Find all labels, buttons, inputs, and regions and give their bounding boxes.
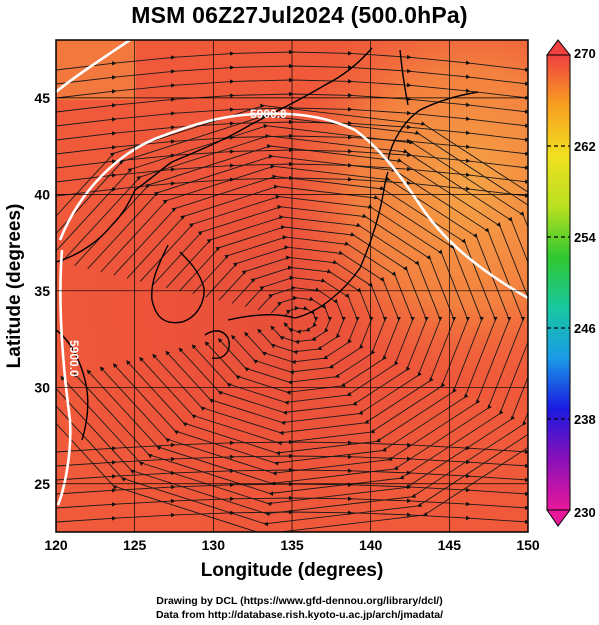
japan-hokkaido: [387, 91, 479, 161]
height-contours: [56, 40, 528, 506]
primorye-coast: [171, 47, 373, 163]
credits: Drawing by DCL (https://www.gfd-dennou.o…: [0, 594, 599, 622]
x-tick-label: 130: [202, 537, 226, 553]
x-tick-label: 140: [359, 537, 383, 553]
map-title: MSM 06Z27Jul2024 (500.0hPa): [131, 2, 468, 28]
colorbar-body: [546, 54, 571, 511]
coastlines: [56, 47, 479, 441]
china-coast: [56, 161, 173, 263]
x-tick-label: 125: [123, 537, 147, 553]
x-axis-ticks: 120 125 130 135 140 145 150: [44, 537, 540, 553]
japan-kyushu: [204, 330, 230, 359]
sakhalin-coast: [399, 49, 409, 106]
japan-honshu: [227, 171, 389, 321]
y-tick-label: 45: [34, 90, 50, 106]
colorbar-ticks: 230 238 246 254 262 270: [547, 46, 596, 520]
y-axis-ticks: 25 30 35 40 45: [34, 90, 50, 492]
colorbar-bottom-arrow: [546, 509, 571, 527]
contour-label: 5900.0: [67, 340, 81, 377]
colorbar-tick-label: 246: [574, 321, 596, 336]
x-tick-label: 120: [44, 537, 68, 553]
x-axis-title: Longitude (degrees): [201, 560, 384, 581]
china-south-coast: [56, 329, 89, 441]
colorbar-top-arrow: [546, 39, 572, 56]
colorbar-tick-label: 262: [574, 139, 596, 154]
x-tick-label: 135: [280, 537, 304, 553]
y-tick-label: 35: [34, 283, 50, 299]
y-axis-title: Latitude (degrees): [4, 204, 25, 369]
contour-labels: 5900.0 5900.0: [67, 107, 287, 377]
colorbar-tick-label: 254: [574, 230, 596, 245]
y-tick-label: 25: [34, 476, 50, 492]
colorbar-tick-label: 238: [574, 412, 596, 427]
contour-5900-main: [58, 112, 528, 300]
colorbar-tick-label: 270: [574, 46, 596, 61]
plot-frame: [55, 39, 529, 533]
credit-drawing: Drawing by DCL (https://www.gfd-dennou.o…: [156, 595, 443, 607]
x-tick-label: 145: [438, 537, 462, 553]
colorbar-tick-label: 230: [574, 505, 596, 520]
y-tick-label: 30: [34, 379, 50, 395]
korea-coast: [151, 244, 205, 324]
credit-data: Data from http://database.rish.kyoto-u.a…: [155, 609, 444, 621]
x-tick-label: 150: [516, 537, 540, 553]
colorbar: 230 238 246 254 262 270: [546, 39, 596, 527]
contour-label: 5900.0: [250, 107, 287, 121]
y-tick-label: 40: [34, 186, 50, 202]
contour-5900-west: [56, 249, 72, 506]
contour-5900-north: [56, 40, 131, 93]
